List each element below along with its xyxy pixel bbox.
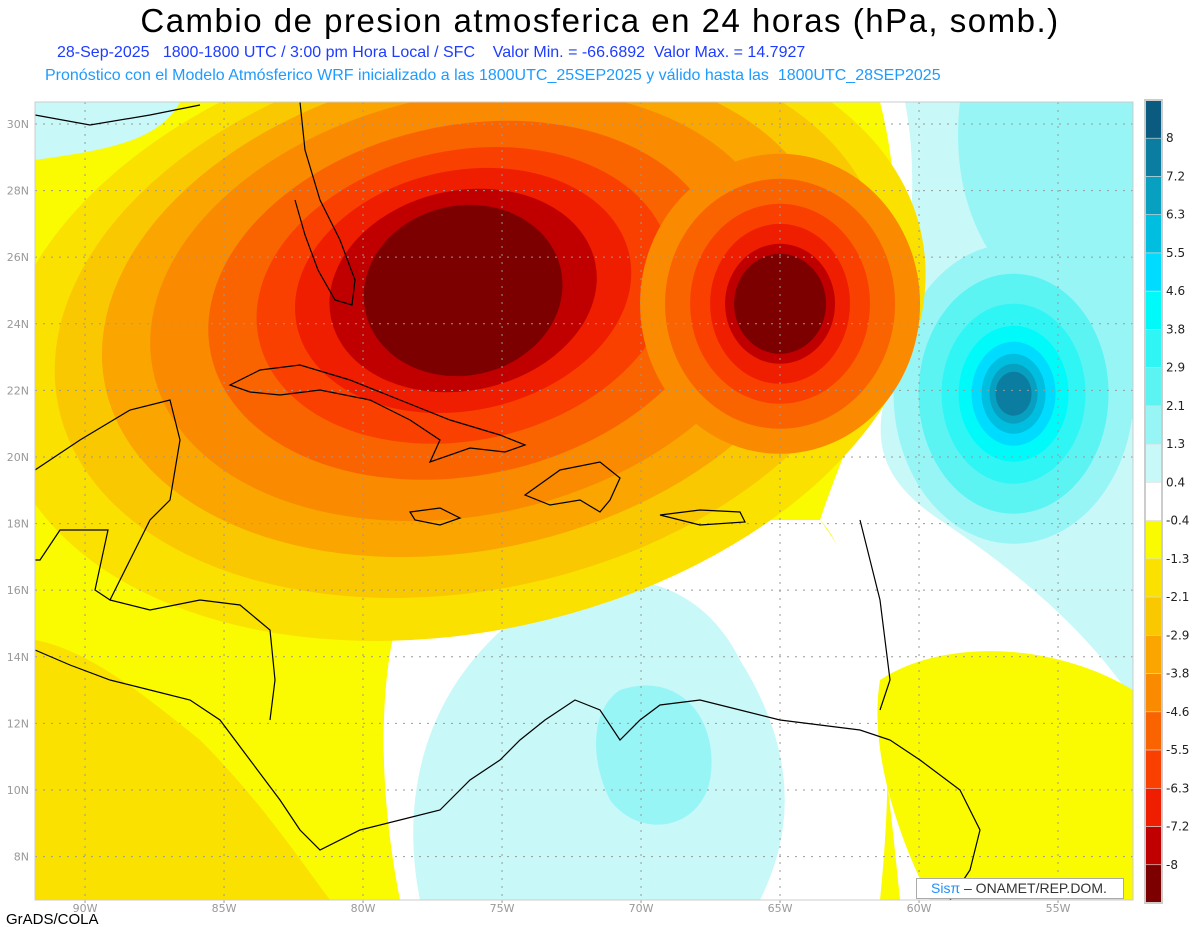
coastline-4 [523,461,621,513]
colorbar-swatch-1 [1144,137,1163,177]
grads-footer: GrADS/COLA [6,911,99,927]
shaded-field [35,102,1133,900]
colorbar-swatch-18 [1144,787,1163,827]
colorbar-swatch-14 [1144,635,1163,674]
colorbar-label: -3.8 [1166,667,1189,681]
lon-label-90W: 90W [73,902,98,915]
colorbar-label: 6.3 [1166,208,1185,222]
lat-label-12N: 12N [7,717,29,730]
colorbar-label: -4.6 [1166,705,1189,719]
colorbar-swatch-2 [1144,176,1163,216]
colorbar-label: -5.5 [1166,743,1189,757]
map-subtitle-date-range: 28-Sep-2025 1800-1800 UTC / 3:00 pm Hora… [57,44,806,61]
colorbar-label: 7.2 [1166,169,1185,183]
colorbar-label: 1.3 [1166,437,1185,451]
map-subtitle-model-info: Pronóstico con el Modelo Atmósferico WRF… [45,67,941,84]
colorbar-label: 0.4 [1166,475,1185,489]
credit-box: Sisπ – ONAMET/REP.DOM. [916,878,1124,899]
field-yellow2-west [35,640,330,900]
colorbar-label: -6.3 [1166,781,1189,795]
lon-label-55W: 55W [1046,902,1071,915]
coastline-7 [34,649,981,901]
colorbar-label: 8 [1166,131,1174,145]
colorbar-swatch-11 [1144,520,1163,560]
colorbar-swatch-17 [1144,749,1163,789]
colorbar-swatch-15 [1144,673,1163,713]
colorbar-swatch-5 [1144,290,1163,330]
colorbar-swatch-13 [1144,596,1163,636]
lat-label-8N: 8N [14,851,29,864]
coastline-2 [228,364,527,464]
colorbar-label: 4.6 [1166,284,1185,298]
low-contour-8 [363,204,563,377]
lon-label-75W: 75W [490,902,515,915]
colorbar-swatch-19 [1144,826,1163,866]
colorbar-swatch-3 [1144,214,1163,254]
colorbar-swatch-4 [1144,252,1163,292]
colorbar-label: 2.9 [1166,361,1185,375]
lon-label-85W: 85W [212,902,237,915]
colorbar-swatch-6 [1144,329,1163,368]
lat-label-14N: 14N [7,651,29,664]
lat-label-18N: 18N [7,518,29,531]
lat-label-26N: 26N [7,251,29,264]
coastline-5 [659,509,746,526]
colorbar-label: 5.5 [1166,246,1185,260]
high-contour-7 [995,371,1032,416]
colorbar-swatch-7 [1144,367,1163,407]
colorbar-swatch-12 [1144,558,1163,598]
coastline-6 [34,399,181,601]
lat-label-28N: 28N [7,185,29,198]
colorbar-swatch-0 [1144,99,1163,139]
lat-label-22N: 22N [7,384,29,397]
colorbar-swatch-9 [1144,443,1163,483]
colorbar-label: -7.2 [1166,820,1189,834]
map-title: Cambio de presion atmosferica en 24 hora… [140,2,1060,39]
colorbar-swatch-10 [1144,482,1163,521]
field-yellow-southeast [877,651,1133,900]
colorbar-label: -0.4 [1166,514,1189,528]
lon-label-65W: 65W [768,902,793,915]
coastline-9 [859,519,891,711]
field-cyan2-south [596,685,712,825]
coastline-8 [109,599,276,721]
lat-label-16N: 16N [7,584,29,597]
colorbar-label: -8 [1166,858,1178,872]
lon-label-70W: 70W [629,902,654,915]
colorbar-swatch-8 [1144,405,1163,445]
colorbar-label: 3.8 [1166,322,1185,336]
colorbar-label: -2.9 [1166,628,1189,642]
credit-text: – ONAMET/REP.DOM. [960,880,1107,896]
map-frame [34,101,1134,901]
lon-label-80W: 80W [351,902,376,915]
colorbar-label: -2.1 [1166,590,1189,604]
coastline-3 [408,507,462,526]
lat-label-20N: 20N [7,451,29,464]
colorbar-label: 2.1 [1166,399,1185,413]
lat-label-10N: 10N [7,784,29,797]
sispi-logo: Sisπ [931,880,961,896]
colorbar-frame [1144,99,1163,904]
lat-label-30N: 30N [7,118,29,131]
lat-label-24N: 24N [7,318,29,331]
colorbar-swatch-20 [1144,864,1163,904]
lon-label-60W: 60W [907,902,932,915]
coastline-1 [34,104,201,126]
colorbar-label: -1.3 [1166,552,1189,566]
coastline-0 [294,101,356,306]
colorbar-swatch-16 [1144,711,1163,751]
